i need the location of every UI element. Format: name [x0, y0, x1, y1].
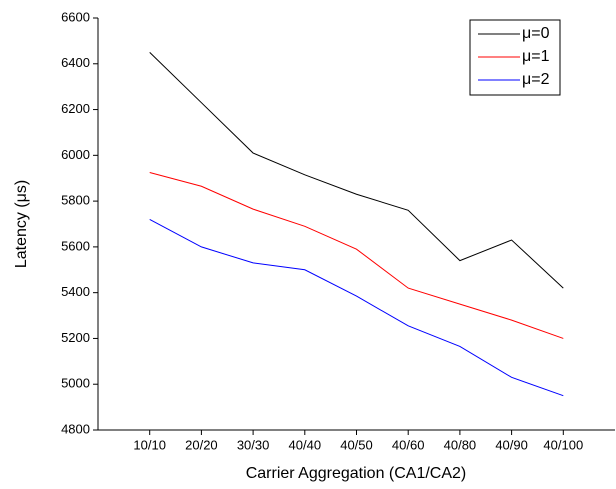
y-tick-label: 5400	[61, 284, 90, 299]
y-tick-label: 5200	[61, 330, 90, 345]
x-tick-label: 30/30	[237, 437, 270, 452]
y-tick-label: 5000	[61, 376, 90, 391]
y-tick-label: 6000	[61, 147, 90, 162]
x-tick-label: 40/40	[289, 437, 322, 452]
legend-label: μ=1	[522, 48, 550, 65]
x-axis-title: Carrier Aggregation (CA1/CA2)	[246, 465, 467, 482]
line-series	[149, 51, 564, 289]
x-tick-label: 40/90	[495, 437, 528, 452]
x-tick-label: 40/60	[392, 437, 425, 452]
y-tick-label: 5800	[61, 193, 90, 208]
x-tick-label: 40/80	[444, 437, 477, 452]
line-series	[149, 172, 564, 339]
y-tick-label: 6400	[61, 55, 90, 70]
x-tick-label: 10/10	[133, 437, 166, 452]
line-series	[149, 218, 564, 397]
legend-label: μ=2	[522, 71, 550, 88]
y-tick-label: 6200	[61, 101, 90, 116]
legend-label: μ=0	[522, 25, 550, 42]
x-tick-label: 20/20	[185, 437, 218, 452]
y-axis-title: Latency (μs)	[13, 180, 30, 268]
y-tick-label: 5600	[61, 238, 90, 253]
x-tick-label: 40/100	[543, 437, 583, 452]
y-tick-label: 6600	[61, 9, 90, 24]
y-tick-label: 4800	[61, 421, 90, 436]
x-tick-label: 40/50	[340, 437, 373, 452]
